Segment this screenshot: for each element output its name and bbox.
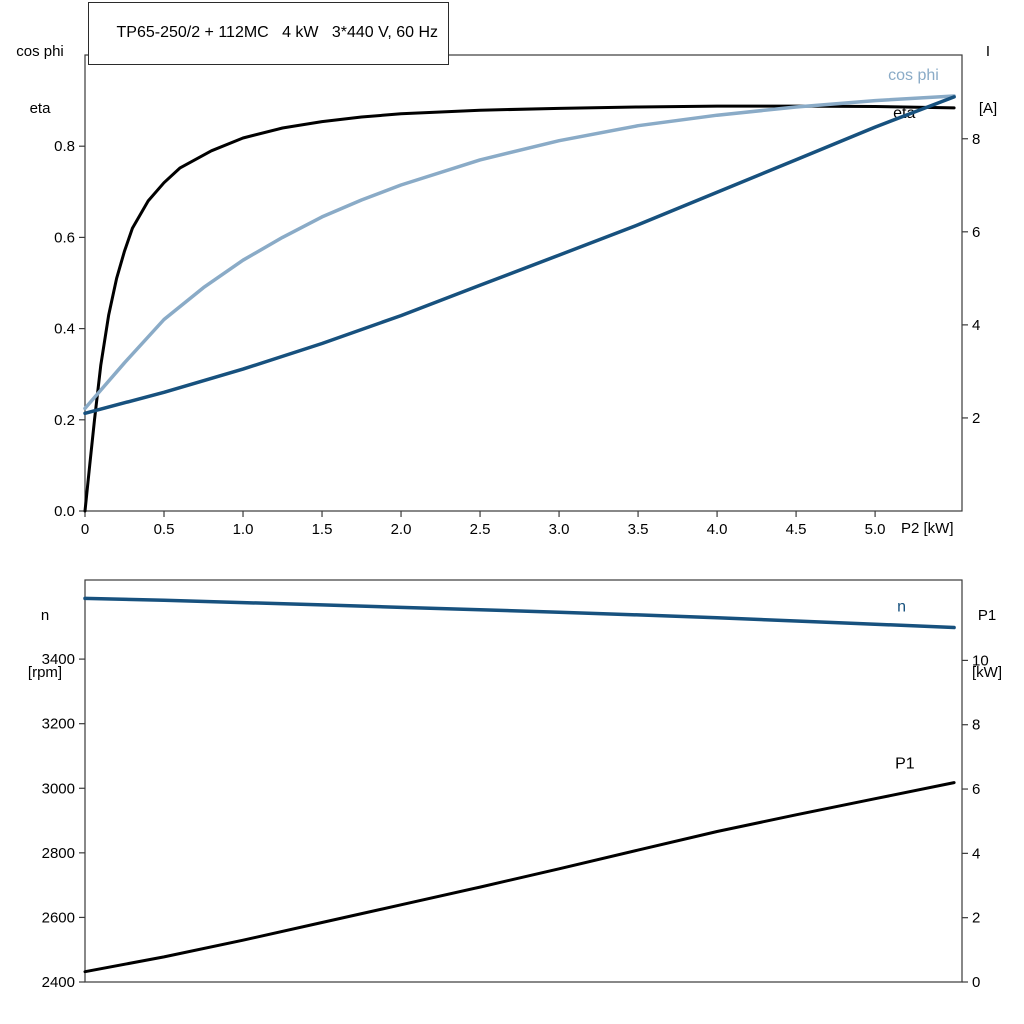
left-tick-label: 0.0: [54, 503, 75, 520]
curve-n: [83, 596, 956, 630]
right-tick-label: 4: [972, 317, 980, 334]
n-axis-label-line2: [rpm]: [27, 664, 63, 681]
right-tick-label: 6: [972, 224, 980, 241]
x-tick-label: 5.0: [865, 521, 886, 538]
bottom-right-axis-label: P1 [kW]: [960, 568, 1014, 720]
left-tick-label: 2800: [42, 845, 75, 862]
bottom-left-axis-label: n [rpm]: [13, 568, 77, 720]
right-tick-label: 8: [972, 717, 980, 734]
left-tick-label: 0.8: [54, 138, 75, 155]
curve-cos-phi: [83, 94, 956, 411]
x-tick-label: 2.0: [391, 521, 412, 538]
left-tick-label: 2600: [42, 909, 75, 926]
x-tick-label: 1.0: [233, 521, 254, 538]
plot-frame: [84, 579, 963, 983]
curve-label-P1: P1: [895, 756, 915, 773]
curve-eta: [83, 104, 956, 513]
curve-I: [83, 95, 956, 416]
left-tick-label: 3400: [42, 651, 75, 668]
right-tick-label: 2: [972, 410, 980, 427]
left-tick-label: 0.6: [54, 229, 75, 246]
x-tick-label: 4.5: [786, 521, 807, 538]
left-tick-label: 0.2: [54, 412, 75, 429]
x-tick-label: 2.5: [470, 521, 491, 538]
x-tick-label: 1.5: [312, 521, 333, 538]
left-tick-label: 0.4: [54, 321, 75, 338]
x-tick-label: 4.0: [707, 521, 728, 538]
curve-P1: [83, 781, 956, 974]
right-tick-label: 10: [972, 652, 989, 669]
right-tick-label: 2: [972, 910, 980, 927]
top-chart-canvas: 0 0.5 1.0 1.5 2.0 2.5 3.0 3.5 4.0 4.5 5.0 0.0 0.2 0.4…: [54, 54, 980, 538]
x-tick-label: 3.0: [549, 521, 570, 538]
p1-axis-label-line2: [kW]: [972, 664, 1002, 681]
left-tick-label: 3200: [42, 716, 75, 733]
x-tick-label: 3.5: [628, 521, 649, 538]
x-axis-label: P2 [kW]: [901, 520, 954, 537]
curve-label-n: n: [897, 598, 906, 615]
left-tick-label: 2400: [42, 974, 75, 991]
x-tick-label: 0.5: [154, 521, 175, 538]
plot-frame: [84, 54, 963, 512]
n-axis-label-line1: n: [40, 607, 50, 624]
left-axis-label-line1: cos phi: [16, 43, 64, 60]
top-left-axis-label: cos phi eta: [4, 4, 76, 156]
chart-title-box: TP65-250/2 + 112MC 4 kW 3*440 V, 60 Hz: [88, 2, 450, 65]
top-right-axis-label: I [A]: [964, 4, 1012, 156]
right-tick-label: 8: [972, 131, 980, 148]
left-axis-label-line2: eta: [29, 100, 51, 117]
left-tick-label: 3000: [42, 780, 75, 797]
bottom-chart-canvas: 2400 2600 2800 3000 3200 3400 0 2 4 6 8 10 n P1: [42, 579, 989, 991]
right-tick-label: 6: [972, 781, 980, 798]
right-axis-label-line2: [A]: [978, 100, 998, 117]
chart-title: TP65-250/2 + 112MC 4 kW 3*440 V, 60 Hz: [116, 24, 439, 41]
right-tick-label: 0: [972, 974, 980, 991]
p1-axis-label-line1: P1: [977, 607, 997, 624]
right-tick-label: 4: [972, 845, 980, 862]
curve-label-cos-phi: cos phi: [888, 67, 939, 84]
x-tick-label: 0: [81, 521, 89, 538]
right-axis-label-line1: I: [985, 43, 991, 60]
